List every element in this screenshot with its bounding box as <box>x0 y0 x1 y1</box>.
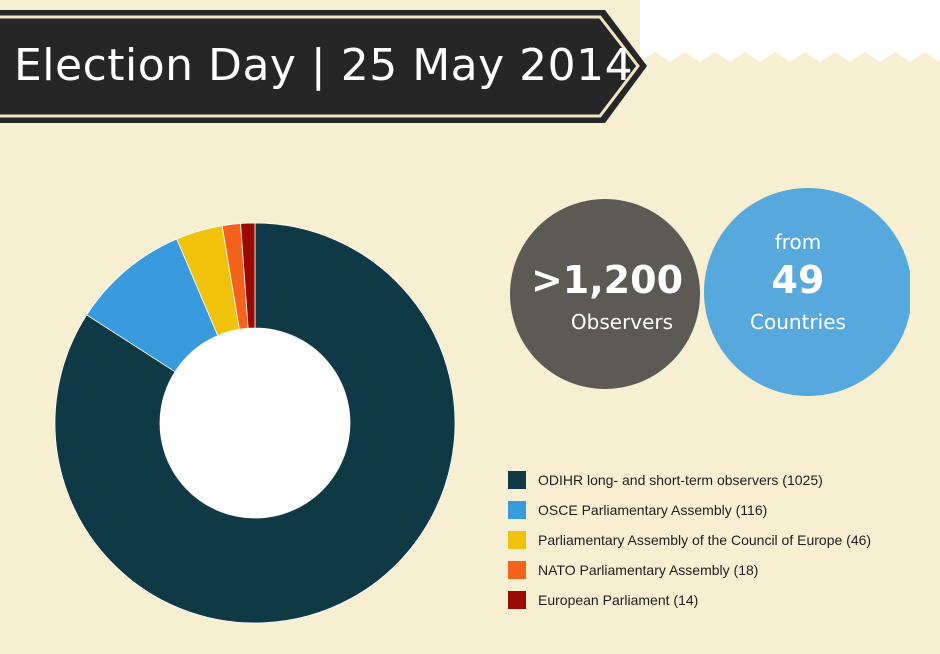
legend-label: ODIHR long- and short-term observers (10… <box>538 472 823 488</box>
title-banner <box>0 0 940 123</box>
legend-item: OSCE Parliamentary Assembly (116) <box>508 495 871 525</box>
countries-label: Countries <box>750 310 846 334</box>
legend-item: Parliamentary Assembly of the Council of… <box>508 525 871 555</box>
legend-item: NATO Parliamentary Assembly (18) <box>508 555 871 585</box>
torn-paper-edge <box>640 0 940 62</box>
page-title: Election Day | 25 May 2014 <box>14 40 634 91</box>
countries-number: 49 <box>771 258 825 302</box>
countries-prefix: from <box>774 230 822 254</box>
observers-number: >1,200 <box>530 258 684 302</box>
legend-swatch <box>508 471 526 489</box>
legend-label: European Parliament (14) <box>538 592 699 608</box>
banner-shape <box>0 10 647 123</box>
legend-swatch <box>508 531 526 549</box>
legend-label: NATO Parliamentary Assembly (18) <box>538 562 759 578</box>
legend-swatch <box>508 501 526 519</box>
legend-item: ODIHR long- and short-term observers (10… <box>508 465 871 495</box>
countries-circle <box>704 188 910 396</box>
legend-item: European Parliament (14) <box>508 585 871 615</box>
chart-legend: ODIHR long- and short-term observers (10… <box>508 465 871 615</box>
stats-venn <box>510 188 910 396</box>
observers-label: Observers <box>570 310 674 334</box>
legend-swatch <box>508 561 526 579</box>
legend-label: OSCE Parliamentary Assembly (116) <box>538 502 768 518</box>
legend-swatch <box>508 591 526 609</box>
observers-circle <box>510 199 700 389</box>
donut-chart <box>54 222 456 624</box>
banner-inner-border <box>0 15 640 118</box>
donut-hole <box>160 328 350 518</box>
legend-label: Parliamentary Assembly of the Council of… <box>538 532 872 548</box>
